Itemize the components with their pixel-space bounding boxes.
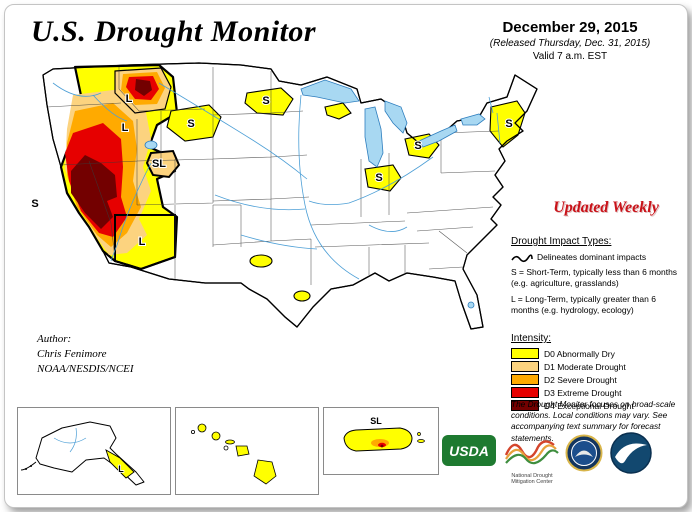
author-label: Author:	[37, 333, 72, 345]
disclaimer-text: The Drought Monitor focuses on broad-sca…	[511, 399, 676, 443]
page-title: U.S. Drought Monitor	[31, 15, 317, 48]
commerce-seal-icon	[565, 434, 603, 477]
ndmc-logo: National Drought Mitigation Center	[501, 433, 563, 486]
us-drought-map: L L S S SL S L S S S	[30, 62, 538, 330]
utah-sl-patch	[145, 149, 181, 179]
legend-row: D2 Severe Drought	[511, 374, 687, 385]
short-term-definition: S = Short-Term, typically less than 6 mo…	[511, 267, 678, 289]
intensity-legend: Intensity: D0 Abnormally Dry D1 Moderate…	[511, 333, 687, 413]
map-label: SL	[152, 158, 166, 170]
map-label: L	[126, 93, 133, 105]
drought-monitor-page: U.S. Drought Monitor December 29, 2015 (…	[4, 4, 688, 508]
alaska-impact-label: L	[118, 464, 124, 474]
map-label: S	[505, 118, 512, 130]
impact-boundary-icon	[511, 253, 533, 262]
puerto-rico-map: SL	[343, 415, 425, 452]
west-intensity-layers	[65, 89, 151, 255]
d3-label: D3 Extreme Drought	[544, 387, 622, 398]
map-date: December 29, 2015	[502, 19, 638, 36]
valid-time: Valid 7 a.m. EST	[532, 51, 608, 62]
author-org: NOAA/NESDIS/NCEI	[37, 362, 134, 375]
map-label: S	[414, 140, 421, 152]
d3-swatch	[511, 387, 539, 398]
puerto-rico-impact-label: SL	[370, 416, 382, 426]
puerto-rico-inset: SL	[323, 407, 439, 475]
usda-logo: USDA	[442, 435, 496, 466]
ndmc-squiggle-icon	[504, 440, 559, 465]
map-label: S	[31, 198, 38, 210]
long-term-definition: L = Long-Term, typically greater than 6 …	[511, 294, 656, 316]
updated-weekly-note: Updated Weekly	[553, 199, 659, 216]
d0-label: D0 Abnormally Dry	[544, 348, 615, 359]
delineates-label: Delineates dominant impacts	[537, 252, 647, 262]
map-label: S	[187, 118, 194, 130]
map-label: L	[139, 236, 146, 248]
alaska-inset: L	[17, 407, 171, 495]
hawaii-map	[190, 423, 277, 485]
delineates-row: Delineates dominant impacts	[511, 252, 687, 263]
author-block: Author: Chris Fenimore NOAA/NESDIS/NCEI	[37, 332, 134, 377]
impact-types-heading: Drought Impact Types:	[511, 236, 612, 247]
alaska-map: L	[20, 421, 145, 486]
d1-label: D1 Moderate Drought	[544, 361, 626, 372]
usda-logo-text: USDA	[449, 442, 489, 459]
ndmc-caption: National Drought Mitigation Center	[511, 473, 553, 486]
map-label: S	[262, 95, 269, 107]
great-lakes	[144, 79, 486, 309]
d4-swatch	[511, 400, 539, 411]
d1-swatch	[511, 361, 539, 372]
map-impact-labels: L L S S SL S L S S S	[30, 92, 513, 249]
hawaii-inset	[175, 407, 319, 495]
montana-drought-patch	[114, 67, 172, 114]
scattered-d0-patches	[166, 87, 526, 302]
d0-swatch	[511, 348, 539, 359]
arizona-l-boundary	[114, 214, 176, 271]
map-label: L	[122, 122, 129, 134]
date-block: December 29, 2015 (Released Thursday, De…	[453, 19, 687, 62]
us-border-overlay	[42, 62, 538, 330]
impact-types-panel: Drought Impact Types: Delineates dominan…	[511, 235, 687, 321]
d2-swatch	[511, 374, 539, 385]
legend-row: D4 Exceptional Drought	[511, 400, 687, 411]
rivers	[52, 82, 501, 280]
state-boundaries	[46, 67, 500, 285]
legend-row: D3 Extreme Drought	[511, 387, 687, 398]
map-label: S	[375, 172, 382, 184]
legend-row: D1 Moderate Drought	[511, 361, 687, 372]
noaa-seal-icon	[609, 431, 653, 480]
d4-label: D4 Exceptional Drought	[544, 400, 634, 411]
intensity-heading: Intensity:	[511, 333, 552, 344]
d2-label: D2 Severe Drought	[544, 374, 617, 385]
release-date: (Released Thursday, Dec. 31, 2015)	[489, 38, 651, 49]
legend-row: D0 Abnormally Dry	[511, 348, 687, 359]
author-name: Chris Fenimore	[37, 347, 107, 360]
